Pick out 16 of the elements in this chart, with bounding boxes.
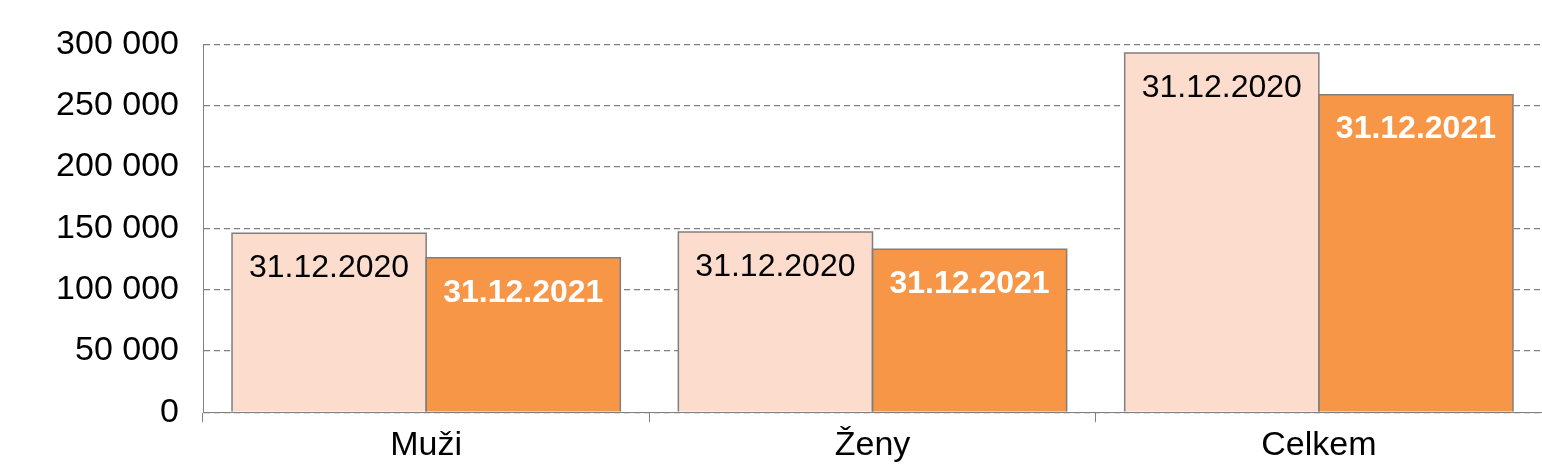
series-label: 31.12.2020 (1141, 67, 1302, 104)
text: 31.12.2020 (695, 246, 856, 283)
text: 31.12.2021 (443, 272, 604, 309)
text: 31.12.2020 (249, 248, 410, 285)
x-tick-label: Celkem (1261, 423, 1377, 462)
y-tick-label: 150 000 (56, 206, 179, 245)
x-tick-label: Ženy (834, 423, 911, 462)
y-tick-label: 250 000 (56, 84, 179, 123)
series-label: 31.12.2021 (1335, 109, 1496, 146)
y-tick-label: 50 000 (75, 329, 179, 368)
y-tick-label: 0 (160, 390, 179, 429)
text: 31.12.2021 (889, 263, 1050, 300)
y-tick-label: 300 000 (56, 22, 179, 61)
y-tick-label: 200 000 (56, 145, 179, 184)
x-tick-label: Muži (390, 423, 463, 462)
y-tick-label: 100 000 (56, 267, 179, 306)
